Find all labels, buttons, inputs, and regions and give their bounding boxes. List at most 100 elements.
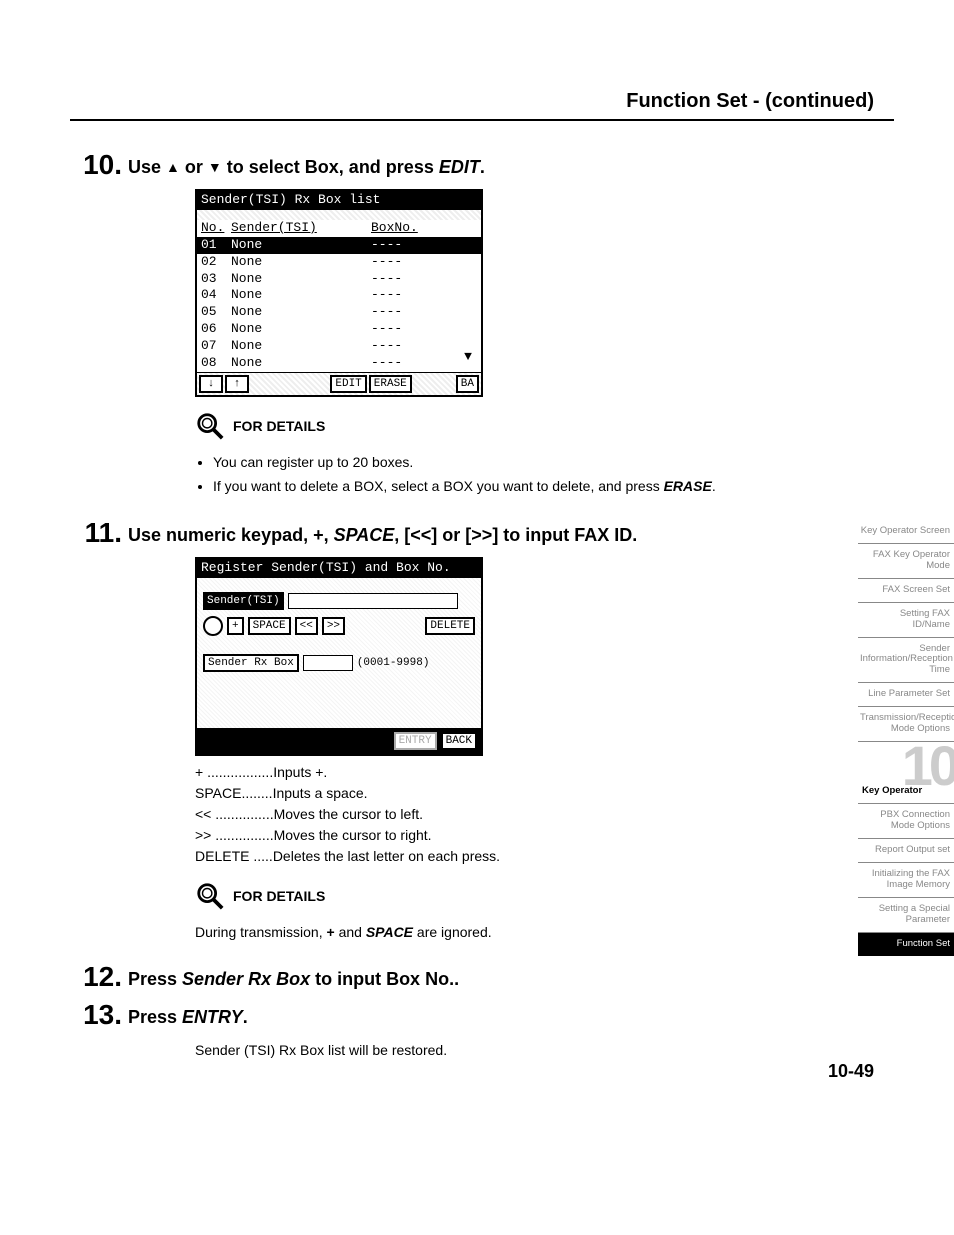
back-button[interactable]: BA <box>456 375 479 393</box>
cell-sender: None <box>231 254 371 271</box>
col-box: BoxNo. <box>371 220 431 237</box>
cell-sender: None <box>231 287 371 304</box>
legend-row: << ...............Moves the cursor to le… <box>195 804 845 825</box>
rx-box-field[interactable] <box>303 655 353 671</box>
k: << <box>195 806 215 822</box>
step-number: 13. <box>70 1001 122 1029</box>
legend-row: + .................Inputs +. <box>195 762 845 783</box>
dots: ..... <box>253 848 272 864</box>
tab-sender-info-reception-time[interactable]: Sender Information/Reception Time <box>858 638 954 684</box>
details-list: You can register up to 20 boxes. If you … <box>213 451 845 499</box>
cell-box: ---- <box>371 355 431 372</box>
tab-fax-screen-set[interactable]: FAX Screen Set <box>858 579 954 603</box>
cursor-right-button[interactable]: >> <box>322 617 345 635</box>
header-rule <box>70 119 894 121</box>
tab-setting-fax-id-name[interactable]: Setting FAX ID/Name <box>858 603 954 638</box>
lcd-screen-register: Register Sender(TSI) and Box No. Sender(… <box>195 557 483 756</box>
step-13: 13. Press ENTRY. <box>70 1001 894 1029</box>
cell-no: 03 <box>201 271 231 288</box>
dots: ............... <box>215 806 273 822</box>
after-step-13: Sender (TSI) Rx Box list will be restore… <box>195 1039 845 1061</box>
v: Moves the cursor to right. <box>274 827 432 843</box>
legend-row: >> ...............Moves the cursor to ri… <box>195 825 845 846</box>
table-row[interactable]: 04None---- <box>197 287 481 304</box>
chapter-label: Key Operator <box>862 786 922 797</box>
t: During transmission, <box>195 924 327 940</box>
cell-sender: None <box>231 321 371 338</box>
list-item: If you want to delete a BOX, select a BO… <box>213 475 845 499</box>
cell-box: ---- <box>371 287 431 304</box>
plus-button[interactable]: + <box>227 617 244 635</box>
lcd-footer: ↓ ↑ EDIT ERASE BA <box>197 372 481 395</box>
v: Deletes the last letter on each press. <box>273 848 500 864</box>
tab-setting-special-parameter[interactable]: Setting a Special Parameter <box>858 898 954 933</box>
tab-fax-key-operator-mode[interactable]: FAX Key Operator Mode <box>858 544 954 579</box>
sender-rx-box-button[interactable]: Sender Rx Box <box>203 654 299 672</box>
edit-button[interactable]: EDIT <box>330 375 366 393</box>
cursor-left-button[interactable]: << <box>295 617 318 635</box>
cell-box: ---- <box>371 304 431 321</box>
k: + <box>195 764 207 780</box>
t: are ignored. <box>413 924 492 940</box>
col-no: No. <box>201 220 231 237</box>
action: EDIT <box>439 157 480 177</box>
cell-sender: None <box>231 304 371 321</box>
triangle-down-icon: ▼ <box>208 159 222 175</box>
v: Inputs a space. <box>273 785 368 801</box>
step-11: 11. Use numeric keypad, +, SPACE, [<<] o… <box>70 519 894 547</box>
tab-function-set[interactable]: Function Set <box>858 933 954 957</box>
space-button[interactable]: SPACE <box>248 617 291 635</box>
table-row[interactable]: 05None---- <box>197 304 481 321</box>
tab-line-parameter-set[interactable]: Line Parameter Set <box>858 683 954 707</box>
step-number: 10. <box>70 151 122 179</box>
delete-button[interactable]: DELETE <box>425 617 475 635</box>
tab-init-fax-image-memory[interactable]: Initializing the FAX Image Memory <box>858 863 954 898</box>
lcd-list: 01 None ---- 02None---- 03None---- 04Non… <box>197 237 481 372</box>
sender-tsi-label: Sender(TSI) <box>203 592 284 610</box>
table-row[interactable]: 08None---- <box>197 355 481 372</box>
step-number: 12. <box>70 963 122 991</box>
t: , [<<] or [>>] to input FAX ID. <box>394 525 637 545</box>
step-number: 11. <box>70 519 122 547</box>
t: and <box>335 924 366 940</box>
t: . <box>712 478 716 494</box>
t: Use <box>128 157 166 177</box>
chevron-down-icon[interactable]: ▼ <box>464 349 472 366</box>
cell-no: 06 <box>201 321 231 338</box>
step-text: Press ENTRY. <box>128 1001 248 1028</box>
step-text: Press Sender Rx Box to input Box No.. <box>128 963 459 990</box>
t: If you want to delete a BOX, select a BO… <box>213 478 664 494</box>
v: Moves the cursor to left. <box>274 806 423 822</box>
entry-button[interactable]: ENTRY <box>394 732 437 750</box>
tab-report-output-set[interactable]: Report Output set <box>858 839 954 863</box>
arrow-down-icon[interactable]: ↓ <box>199 375 223 393</box>
page-number: 10-49 <box>828 1061 874 1082</box>
table-row[interactable]: 01 None ---- <box>197 237 481 254</box>
table-row[interactable]: 02None---- <box>197 254 481 271</box>
table-row[interactable]: 03None---- <box>197 271 481 288</box>
table-row[interactable]: 07None---- <box>197 338 481 355</box>
t: Use numeric keypad, +, <box>128 525 334 545</box>
t: to input Box No.. <box>310 969 459 989</box>
details-label: FOR DETAILS <box>233 888 325 904</box>
back-button[interactable]: BACK <box>441 732 477 750</box>
details-label: FOR DETAILS <box>233 418 325 434</box>
tab-transmission-reception-options[interactable]: Transmission/Reception Mode Options <box>858 707 954 742</box>
tab-key-operator-screen[interactable]: Key Operator Screen <box>858 520 954 544</box>
triangle-up-icon: ▲ <box>166 159 180 175</box>
tab-pbx-connection-mode[interactable]: PBX Connection Mode Options <box>858 804 954 839</box>
cell-no: 08 <box>201 355 231 372</box>
lcd-scrollbar[interactable]: ▲ ▼ <box>459 237 477 372</box>
arrow-up-icon[interactable]: ↑ <box>225 375 249 393</box>
space-ref: SPACE <box>366 924 413 940</box>
erase-ref: ERASE <box>664 478 712 494</box>
lcd-title: Register Sender(TSI) and Box No. <box>197 559 481 578</box>
sender-tsi-field[interactable] <box>288 593 458 609</box>
step-text: Use ▲ or ▼ to select Box, and press EDIT… <box>128 151 485 178</box>
erase-button[interactable]: ERASE <box>369 375 412 393</box>
cell-box: ---- <box>371 338 431 355</box>
cell-box: ---- <box>371 321 431 338</box>
chevron-up-icon[interactable]: ▲ <box>464 243 472 260</box>
details-paragraph: During transmission, + and SPACE are ign… <box>195 921 845 943</box>
table-row[interactable]: 06None---- <box>197 321 481 338</box>
